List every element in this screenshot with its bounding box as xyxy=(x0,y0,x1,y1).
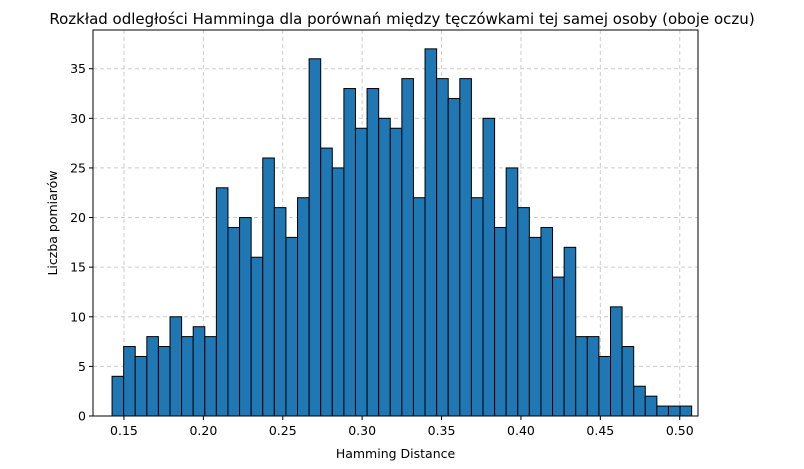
histogram-bar xyxy=(401,78,414,417)
histogram-bar xyxy=(250,256,264,417)
y-tick-label: 10 xyxy=(70,309,86,324)
y-tick-label: 5 xyxy=(78,359,86,374)
histogram-bar xyxy=(354,127,368,417)
histogram-bar xyxy=(331,167,345,417)
histogram-bar xyxy=(215,187,229,417)
histogram-bar xyxy=(343,88,356,417)
x-tick-label: 0.50 xyxy=(666,423,694,438)
x-tick-label: 0.25 xyxy=(269,423,297,438)
histogram-bar xyxy=(424,48,438,417)
x-tick-label: 0.45 xyxy=(586,423,614,438)
histogram-bar xyxy=(320,147,333,417)
y-tick-label: 20 xyxy=(70,210,86,225)
y-tick-label: 25 xyxy=(70,160,86,175)
histogram-bar xyxy=(285,236,299,417)
x-axis-ticks: 0.15 0.20 0.25 0.30 0.35 0.40 0.45 0.50 xyxy=(110,416,694,438)
histogram-bar xyxy=(157,346,171,417)
histogram-bar xyxy=(586,336,600,417)
x-tick-label: 0.30 xyxy=(348,423,376,438)
histogram-bar xyxy=(633,385,646,417)
histogram-bar xyxy=(552,276,565,417)
histogram-bar xyxy=(181,336,194,417)
histogram-bar xyxy=(169,316,183,417)
histogram-bar xyxy=(621,346,635,417)
x-tick-label: 0.35 xyxy=(428,423,456,438)
histogram-bar xyxy=(378,117,391,417)
y-axis-label: Liczba pomiarów xyxy=(45,170,60,275)
histogram-bar xyxy=(111,375,125,417)
plot-frame xyxy=(92,29,699,417)
histogram-bar xyxy=(656,405,669,417)
histogram-bar xyxy=(436,78,449,417)
y-axis-ticks: 0 5 10 15 20 25 30 35 xyxy=(70,61,93,424)
histogram-bar xyxy=(470,197,484,417)
histogram-bar xyxy=(123,346,136,417)
y-tick-label: 35 xyxy=(70,61,86,76)
axes xyxy=(92,29,699,417)
histogram-bar xyxy=(192,326,206,417)
histogram-bar xyxy=(505,167,519,417)
y-tick-label: 15 xyxy=(70,260,86,275)
histogram-bar xyxy=(517,207,530,417)
histogram-bar xyxy=(563,246,577,417)
histogram-bar xyxy=(610,306,623,417)
x-tick-label: 0.15 xyxy=(110,423,138,438)
histogram-bar xyxy=(528,236,542,417)
x-axis-label: Hamming Distance xyxy=(336,446,456,461)
histogram-bar xyxy=(644,395,658,417)
histogram-bar xyxy=(227,226,241,417)
histogram-bar xyxy=(297,197,310,417)
histogram-bar xyxy=(308,58,322,417)
y-tick-label: 0 xyxy=(78,409,86,424)
histogram-bar xyxy=(239,217,252,417)
histogram-bar xyxy=(494,226,507,417)
histogram-bar xyxy=(679,405,693,417)
histogram-bar xyxy=(540,226,554,417)
histogram-bar xyxy=(146,336,159,417)
histogram-bar xyxy=(598,355,612,417)
histogram-bar xyxy=(262,157,275,417)
histogram-bar xyxy=(389,127,403,417)
histogram-bar xyxy=(482,117,496,417)
histogram-bar xyxy=(273,207,287,417)
histogram-bar xyxy=(134,355,148,417)
chart-title: Rozkład odległości Hamminga dla porównań… xyxy=(49,10,754,28)
y-tick-label: 30 xyxy=(70,111,86,126)
histogram-bars xyxy=(111,48,693,417)
histogram-bar xyxy=(204,336,217,417)
histogram-bar xyxy=(412,197,426,417)
x-tick-label: 0.40 xyxy=(507,423,535,438)
histogram-bar xyxy=(447,97,461,417)
histogram-bar xyxy=(667,405,681,417)
x-tick-label: 0.20 xyxy=(189,423,217,438)
histogram-bar xyxy=(459,78,472,417)
histogram-bar xyxy=(575,336,588,417)
histogram-bar xyxy=(366,88,380,417)
